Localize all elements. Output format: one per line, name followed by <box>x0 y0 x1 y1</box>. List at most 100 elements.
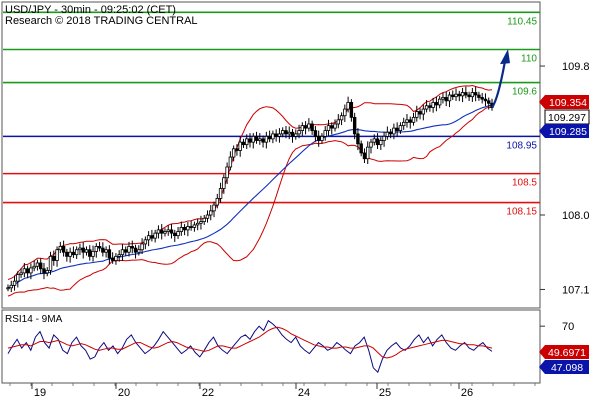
price-tag-upper-band: 109.354 <box>539 95 589 109</box>
candle-body <box>74 249 79 256</box>
candle <box>202 214 206 225</box>
candle <box>264 131 269 149</box>
candle <box>199 215 203 230</box>
candle-body <box>235 148 239 151</box>
candle-body <box>271 133 275 140</box>
candle <box>411 112 416 126</box>
candle-body <box>320 135 324 141</box>
candle-body <box>313 130 318 137</box>
candle <box>473 86 478 102</box>
candle-body <box>362 152 367 160</box>
candle-body <box>225 166 229 179</box>
candle-body <box>487 100 491 104</box>
candle <box>209 205 213 221</box>
candle-body <box>405 119 409 123</box>
candle <box>287 126 291 140</box>
candle-body <box>395 127 399 131</box>
candle <box>68 247 72 263</box>
level-label: 109.6 <box>512 87 537 98</box>
candle <box>9 280 13 293</box>
candle <box>222 174 226 194</box>
candle <box>74 246 79 260</box>
candle <box>267 130 272 143</box>
candle-body <box>117 254 121 257</box>
candle <box>146 231 151 247</box>
candle <box>78 243 82 256</box>
candle-body <box>163 231 167 234</box>
candle <box>16 271 20 288</box>
candle <box>271 130 275 144</box>
candle <box>117 250 121 262</box>
candle-body <box>78 247 82 251</box>
candle-body <box>218 188 223 199</box>
candle-body <box>133 247 138 253</box>
level-label: 110 <box>521 54 537 65</box>
candle <box>424 99 429 113</box>
candle-body <box>48 255 53 271</box>
candle <box>323 126 327 141</box>
candle-body <box>294 133 298 137</box>
candle-body <box>179 226 184 232</box>
candle-body <box>130 246 134 249</box>
price-tag-moving-average: 109.285 <box>539 124 589 138</box>
candle-body <box>192 224 197 228</box>
candle <box>369 138 373 154</box>
candle-body <box>65 251 69 257</box>
candle-body <box>88 249 92 257</box>
candle-body <box>84 249 89 253</box>
candle <box>107 245 112 265</box>
candle <box>137 245 141 256</box>
level-label: 108.95 <box>506 140 537 151</box>
candle-body <box>212 204 216 212</box>
price-panel-frame <box>1 1 541 309</box>
rsi-tick-label: 70 <box>562 321 574 333</box>
candle <box>22 262 27 278</box>
x-tick-label: 20 <box>118 387 130 399</box>
candle <box>385 126 390 140</box>
candle-body <box>199 221 203 224</box>
candle-body <box>408 119 412 123</box>
candle-body <box>45 270 49 274</box>
level-label: 108.5 <box>512 178 537 189</box>
projection-arrow-shaft <box>491 60 507 109</box>
candle <box>127 241 131 257</box>
candle <box>480 92 484 104</box>
candle-body <box>140 243 144 251</box>
candle <box>339 112 344 126</box>
candle-body <box>356 133 360 145</box>
candle <box>333 119 337 132</box>
candle <box>395 122 399 137</box>
candle <box>248 133 252 148</box>
bollinger-lower-line <box>7 106 493 297</box>
candle-body <box>6 287 10 290</box>
candle <box>326 119 331 136</box>
candle-body <box>281 130 285 135</box>
candle-body <box>156 229 161 234</box>
candle <box>375 133 380 149</box>
candle-body <box>418 111 422 115</box>
rsi-ma-line <box>7 326 493 359</box>
candle-body <box>434 102 439 106</box>
candle-body <box>424 105 429 110</box>
candle <box>133 244 138 259</box>
candle-body <box>346 102 350 110</box>
candle-body <box>428 105 432 108</box>
candle <box>235 144 239 156</box>
candle <box>81 242 85 259</box>
price-tag-box <box>539 124 589 138</box>
candle-body <box>372 138 376 143</box>
candle-body <box>143 239 148 245</box>
candle <box>388 128 393 139</box>
candle <box>402 117 406 130</box>
candle-body <box>464 92 468 96</box>
candle <box>379 137 383 150</box>
candle <box>94 243 98 258</box>
candle <box>362 148 367 164</box>
candle-body <box>388 131 393 135</box>
candle <box>408 116 412 129</box>
candle-body <box>277 133 282 137</box>
candle-body <box>415 111 419 118</box>
candle-body <box>104 249 108 253</box>
rsi-line <box>7 319 493 374</box>
candle <box>258 133 262 145</box>
